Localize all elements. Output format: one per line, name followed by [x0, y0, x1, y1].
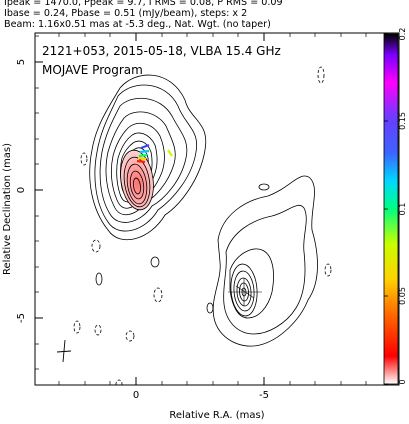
program-label: MOJAVE Program [42, 63, 143, 77]
header-line-base: Ibase = 0.24, Pbase = 0.51 (mJy/beam), s… [4, 8, 248, 19]
core-filled-contours [120, 149, 154, 211]
y-tick-label-0: 0 [16, 187, 27, 193]
x-tick-label-0: 0 [133, 390, 139, 401]
colorbar: 0.2 0.15 0.1 0.05 0 [383, 28, 407, 385]
plot-frame [34, 32, 400, 386]
polarization-vectors [136, 143, 173, 164]
colorbar-tick-0.2: 0.2 [398, 28, 407, 41]
colorbar-tick-0: 0 [398, 379, 407, 384]
sw-component-contour [212, 175, 318, 347]
outer-contour [89, 74, 207, 241]
y-axis-label: Relative Declination (mas) [2, 143, 13, 275]
negative-contour [80, 152, 88, 166]
x-tick-label-minus5: -5 [259, 390, 269, 401]
x-axis-label: Relative R.A. (mas) [169, 410, 264, 421]
header-line-peak: Ipeak = 1470.0, Ppeak = 9.7, I RMS = 0.0… [4, 0, 283, 8]
header-line-beam: Beam: 1.16x0.51 mas at -5.3 deg., Nat. W… [4, 19, 271, 30]
source-label: 2121+053, 2015-05-18, VLBA 15.4 GHz [42, 44, 281, 58]
contour-map [56, 66, 332, 385]
colorbar-tick-0.05: 0.05 [398, 287, 407, 305]
y-tick-label-minus5: -5 [16, 313, 27, 323]
beam-cross [56, 339, 72, 363]
colorbar-tick-0.1: 0.1 [398, 203, 407, 216]
y-tick-label-5: 5 [16, 59, 27, 65]
colorbar-tick-0.15: 0.15 [398, 112, 407, 130]
